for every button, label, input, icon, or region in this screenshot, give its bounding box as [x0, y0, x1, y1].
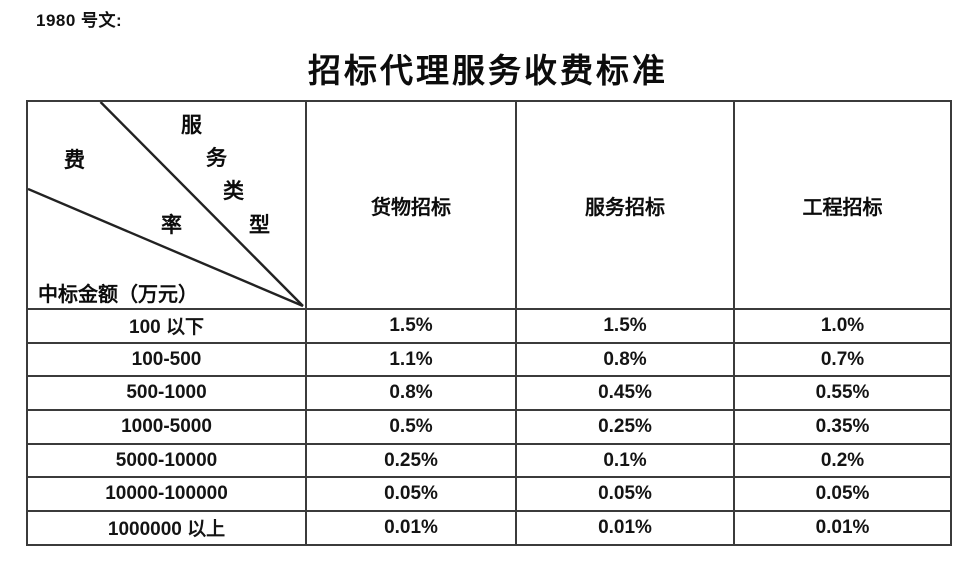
rate-cell: 0.45%: [515, 375, 735, 412]
rate-cell: 0.7%: [733, 341, 952, 378]
rate-cell: 0.55%: [733, 375, 952, 412]
rate-cell: 1.5%: [305, 308, 517, 344]
corner-fee-rate-char: 率: [161, 213, 182, 237]
rate-cell: 0.05%: [515, 476, 735, 513]
fee-standard-table: 服 务 类 型 费 率 中标金额（万元） 货物招标 服务招标 工程招标 100 …: [26, 100, 952, 546]
amount-range-cell: 10000-100000: [26, 476, 307, 513]
rate-cell: 0.25%: [515, 409, 735, 445]
header-diagonal-lines: [28, 102, 304, 308]
table-row: 500-1000 0.8% 0.45% 0.55%: [26, 375, 952, 412]
corner-fee-rate-char: 费: [64, 148, 85, 172]
rate-cell: 0.8%: [305, 375, 517, 412]
rate-cell: 0.01%: [733, 510, 952, 546]
table-row: 1000000 以上 0.01% 0.01% 0.01%: [26, 510, 952, 546]
corner-amount-label: 中标金额（万元）: [38, 284, 198, 306]
column-header-services: 服务招标: [515, 100, 735, 310]
rate-cell: 1.1%: [305, 341, 517, 378]
rate-cell: 0.05%: [733, 476, 952, 513]
page-title: 招标代理服务收费标准: [308, 54, 668, 90]
table-row: 1000-5000 0.5% 0.25% 0.35%: [26, 409, 952, 445]
table-row: 100 以下 1.5% 1.5% 1.0%: [26, 308, 952, 344]
column-header-goods: 货物招标: [305, 100, 517, 310]
amount-range-cell: 500-1000: [26, 375, 307, 412]
rate-cell: 1.5%: [515, 308, 735, 344]
rate-cell: 0.1%: [515, 442, 735, 479]
rate-cell: 0.01%: [515, 510, 735, 546]
table-header-row: 服 务 类 型 费 率 中标金额（万元） 货物招标 服务招标 工程招标: [26, 100, 952, 310]
amount-range-cell: 1000-5000: [26, 409, 307, 445]
amount-range-cell: 1000000 以上: [26, 510, 307, 546]
rate-cell: 0.5%: [305, 409, 517, 445]
rate-cell: 1.0%: [733, 308, 952, 344]
table-row: 100-500 1.1% 0.8% 0.7%: [26, 341, 952, 378]
table-row: 10000-100000 0.05% 0.05% 0.05%: [26, 476, 952, 513]
column-header-engineering: 工程招标: [733, 100, 952, 310]
rate-cell: 0.25%: [305, 442, 517, 479]
corner-service-type-char: 务: [206, 146, 227, 170]
table-row: 5000-10000 0.25% 0.1% 0.2%: [26, 442, 952, 479]
rate-cell: 0.35%: [733, 409, 952, 445]
amount-range-cell: 100-500: [26, 341, 307, 378]
corner-header-cell: 服 务 类 型 费 率 中标金额（万元）: [26, 100, 307, 310]
amount-range-cell: 5000-10000: [26, 442, 307, 479]
corner-service-type-char: 服: [181, 113, 202, 137]
rate-cell: 0.01%: [305, 510, 517, 546]
rate-cell: 0.8%: [515, 341, 735, 378]
rate-cell: 0.2%: [733, 442, 952, 479]
corner-service-type-char: 型: [249, 213, 270, 237]
rate-cell: 0.05%: [305, 476, 517, 513]
corner-service-type-char: 类: [223, 179, 244, 203]
amount-range-cell: 100 以下: [26, 308, 307, 344]
doc-number-label: 1980 号文:: [36, 11, 123, 30]
